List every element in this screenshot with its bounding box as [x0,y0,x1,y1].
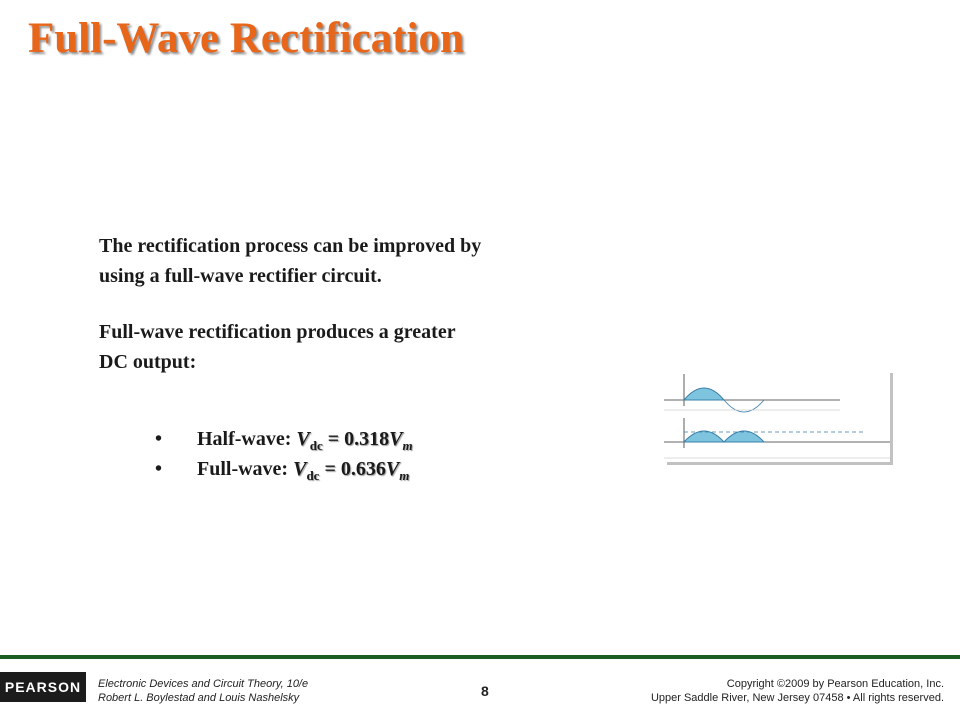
book-title: Electronic Devices and Circuit Theory, 1… [98,678,309,690]
waveform-image [664,374,890,459]
publisher-logo: PEARSON [0,672,86,702]
copyright-line-1: Copyright ©2009 by Pearson Education, In… [726,678,944,690]
list-item: • Full-wave: Vdc = 0.636Vm [155,454,413,484]
half-wave-lobe [682,387,726,401]
bullet-icon: • [155,428,163,450]
half-wave-negative [723,399,765,413]
half-wave-formula: Vdc = 0.318Vm [296,428,413,453]
intro-line-2: using a full-wave rectifier circuit. [99,265,382,287]
list-item: • Half-wave: Vdc = 0.318Vm [155,424,413,454]
formula-list: • Half-wave: Vdc = 0.318Vm • Full-wave: Vd… [155,424,413,484]
book-authors: Robert L. Boylestad and Louis Nashelsky [98,692,300,704]
intro-line-1: The rectification process can be improve… [99,235,482,257]
full-wave-lobes [682,430,766,443]
output-line-1: Full-wave rectification produces a great… [99,321,456,343]
full-wave-formula: Vdc = 0.636Vm [293,458,410,483]
footer-divider [0,655,960,659]
slide-title: Full-Wave Rectification [28,15,464,62]
copyright-notice: Copyright ©2009 by Pearson Education, In… [651,677,944,705]
bullet-icon: • [155,458,163,480]
intro-paragraph: The rectification process can be improve… [99,231,579,291]
waveform-figure [664,370,890,462]
bullet-label: Half-wave: [197,428,297,450]
output-line-2: DC output: [99,351,197,373]
output-paragraph: Full-wave rectification produces a great… [99,317,579,377]
copyright-line-2: Upper Saddle River, New Jersey 07458 • A… [650,692,944,704]
bullet-label: Full-wave: [197,458,294,480]
book-credit: Electronic Devices and Circuit Theory, 1… [98,677,308,705]
page-number: 8 [481,683,489,699]
